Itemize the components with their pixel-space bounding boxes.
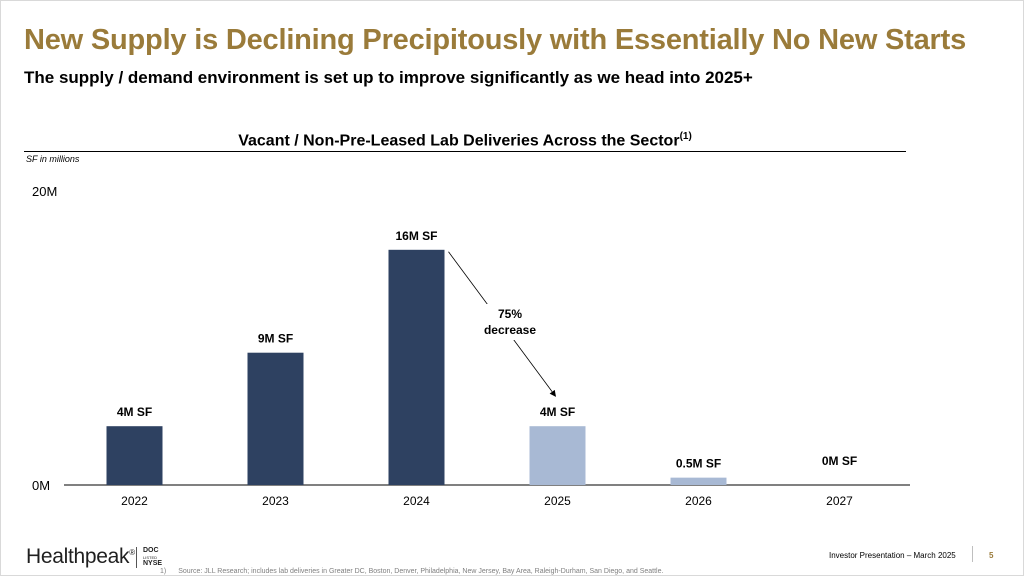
chart-title: Vacant / Non-Pre-Leased Lab Deliveries A…: [0, 131, 930, 150]
bar-2024: [388, 249, 445, 485]
slide-subtitle: The supply / demand environment is set u…: [24, 68, 753, 87]
data-label-2023: 9M SF: [258, 332, 293, 346]
x-tick-label-2026: 2026: [685, 494, 712, 508]
healthpeak-logo: Healthpeak®: [26, 545, 135, 569]
chart-title-rule: [24, 151, 906, 152]
footnote-number: 1): [160, 568, 167, 575]
x-tick-label-2025: 2025: [544, 494, 571, 508]
nyse-ticker-badge: DOC LISTED NYSE: [136, 547, 162, 568]
annotation-background: [482, 304, 538, 340]
x-tick-label-2023: 2023: [262, 494, 289, 508]
bar-2025: [529, 426, 586, 485]
logo-registered-mark: ®: [129, 548, 135, 557]
presentation-label: Investor Presentation – March 2025: [829, 551, 956, 560]
chart-title-footnote-marker: (1): [679, 131, 692, 142]
data-label-2027: 0M SF: [822, 454, 857, 468]
units-note: SF in millions: [26, 154, 80, 164]
x-tick-label-2027: 2027: [826, 494, 853, 508]
ticker-listed: LISTED: [143, 555, 158, 560]
annotation-line-1: 75%: [498, 307, 522, 321]
y-tick-label: 0M: [32, 478, 50, 493]
y-tick-label: 20M: [32, 184, 57, 199]
data-label-2024: 16M SF: [395, 229, 437, 243]
annotation-line-2: decrease: [484, 323, 536, 337]
ticker-exchange: NYSE: [143, 560, 163, 567]
bar-2022: [106, 426, 163, 485]
logo-text: Healthpeak: [26, 545, 130, 568]
chart-title-text: Vacant / Non-Pre-Leased Lab Deliveries A…: [238, 132, 680, 150]
bar-2023: [247, 352, 304, 485]
page-number: 5: [989, 551, 994, 560]
data-label-2025: 4M SF: [540, 405, 575, 419]
source-footnote: 1) Source: JLL Research; includes lab del…: [160, 568, 663, 575]
ticker-symbol: DOC: [143, 547, 159, 554]
data-label-2026: 0.5M SF: [676, 457, 721, 471]
page-separator: [972, 546, 973, 562]
slide-title: New Supply is Declining Precipitously wi…: [24, 24, 967, 56]
data-label-2022: 4M SF: [117, 405, 152, 419]
x-tick-label-2022: 2022: [121, 494, 148, 508]
x-tick-label-2024: 2024: [403, 494, 430, 508]
footnote-text: Source: JLL Research; includes lab deliv…: [178, 568, 664, 575]
bar-2026: [670, 477, 727, 485]
